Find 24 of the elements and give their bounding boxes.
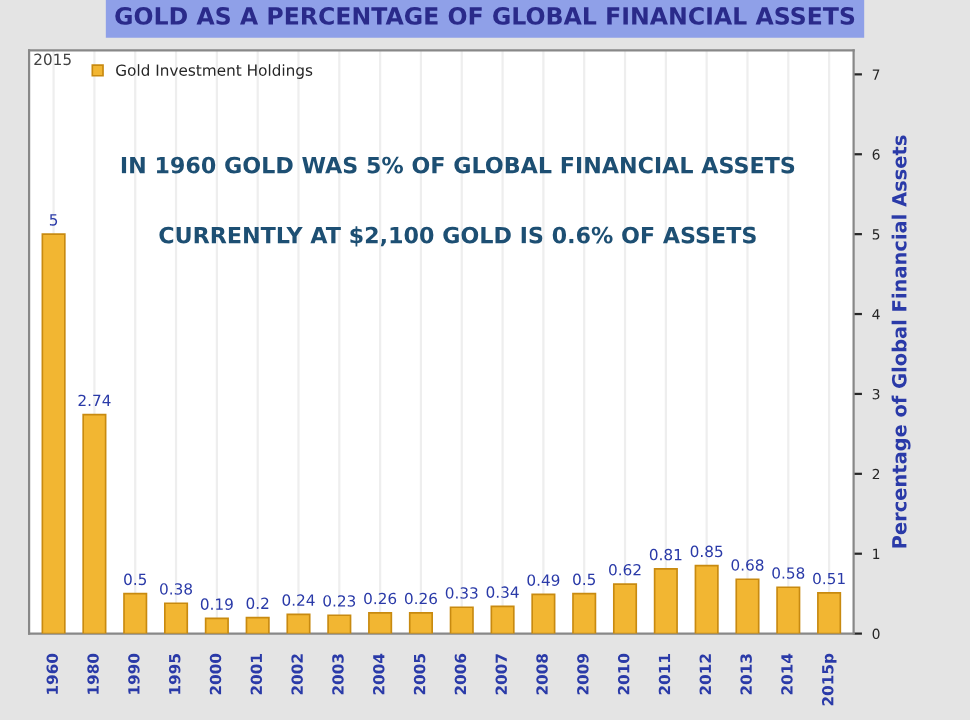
bar xyxy=(612,583,638,634)
bar xyxy=(41,233,66,634)
bar xyxy=(286,613,311,634)
bar xyxy=(531,593,556,634)
bar xyxy=(449,606,474,634)
bar xyxy=(408,611,434,634)
bar xyxy=(490,605,515,634)
bar xyxy=(204,617,229,634)
annotation: IN 1960 GOLD WAS 5% OF GLOBAL FINANCIAL ASSETS xyxy=(121,156,795,174)
bar xyxy=(327,614,352,634)
bar xyxy=(735,578,760,634)
chart-title: GOLD AS A PERCENTAGE OF GLOBAL FINANCIAL ASSETS xyxy=(115,6,855,25)
y-axis-title: Percentage of Global Financial Assets xyxy=(891,135,911,548)
bar xyxy=(817,592,842,634)
annotation: CURRENTLY AT $2,100 GOLD IS 0.6% OF ASSETS xyxy=(159,226,756,247)
bar xyxy=(572,592,597,634)
bar xyxy=(82,413,107,634)
bar xyxy=(776,586,801,634)
bar xyxy=(163,602,189,634)
bar xyxy=(368,611,393,634)
bar xyxy=(653,568,678,634)
bar xyxy=(123,592,148,634)
bar xyxy=(694,564,719,634)
bar xyxy=(245,616,270,634)
